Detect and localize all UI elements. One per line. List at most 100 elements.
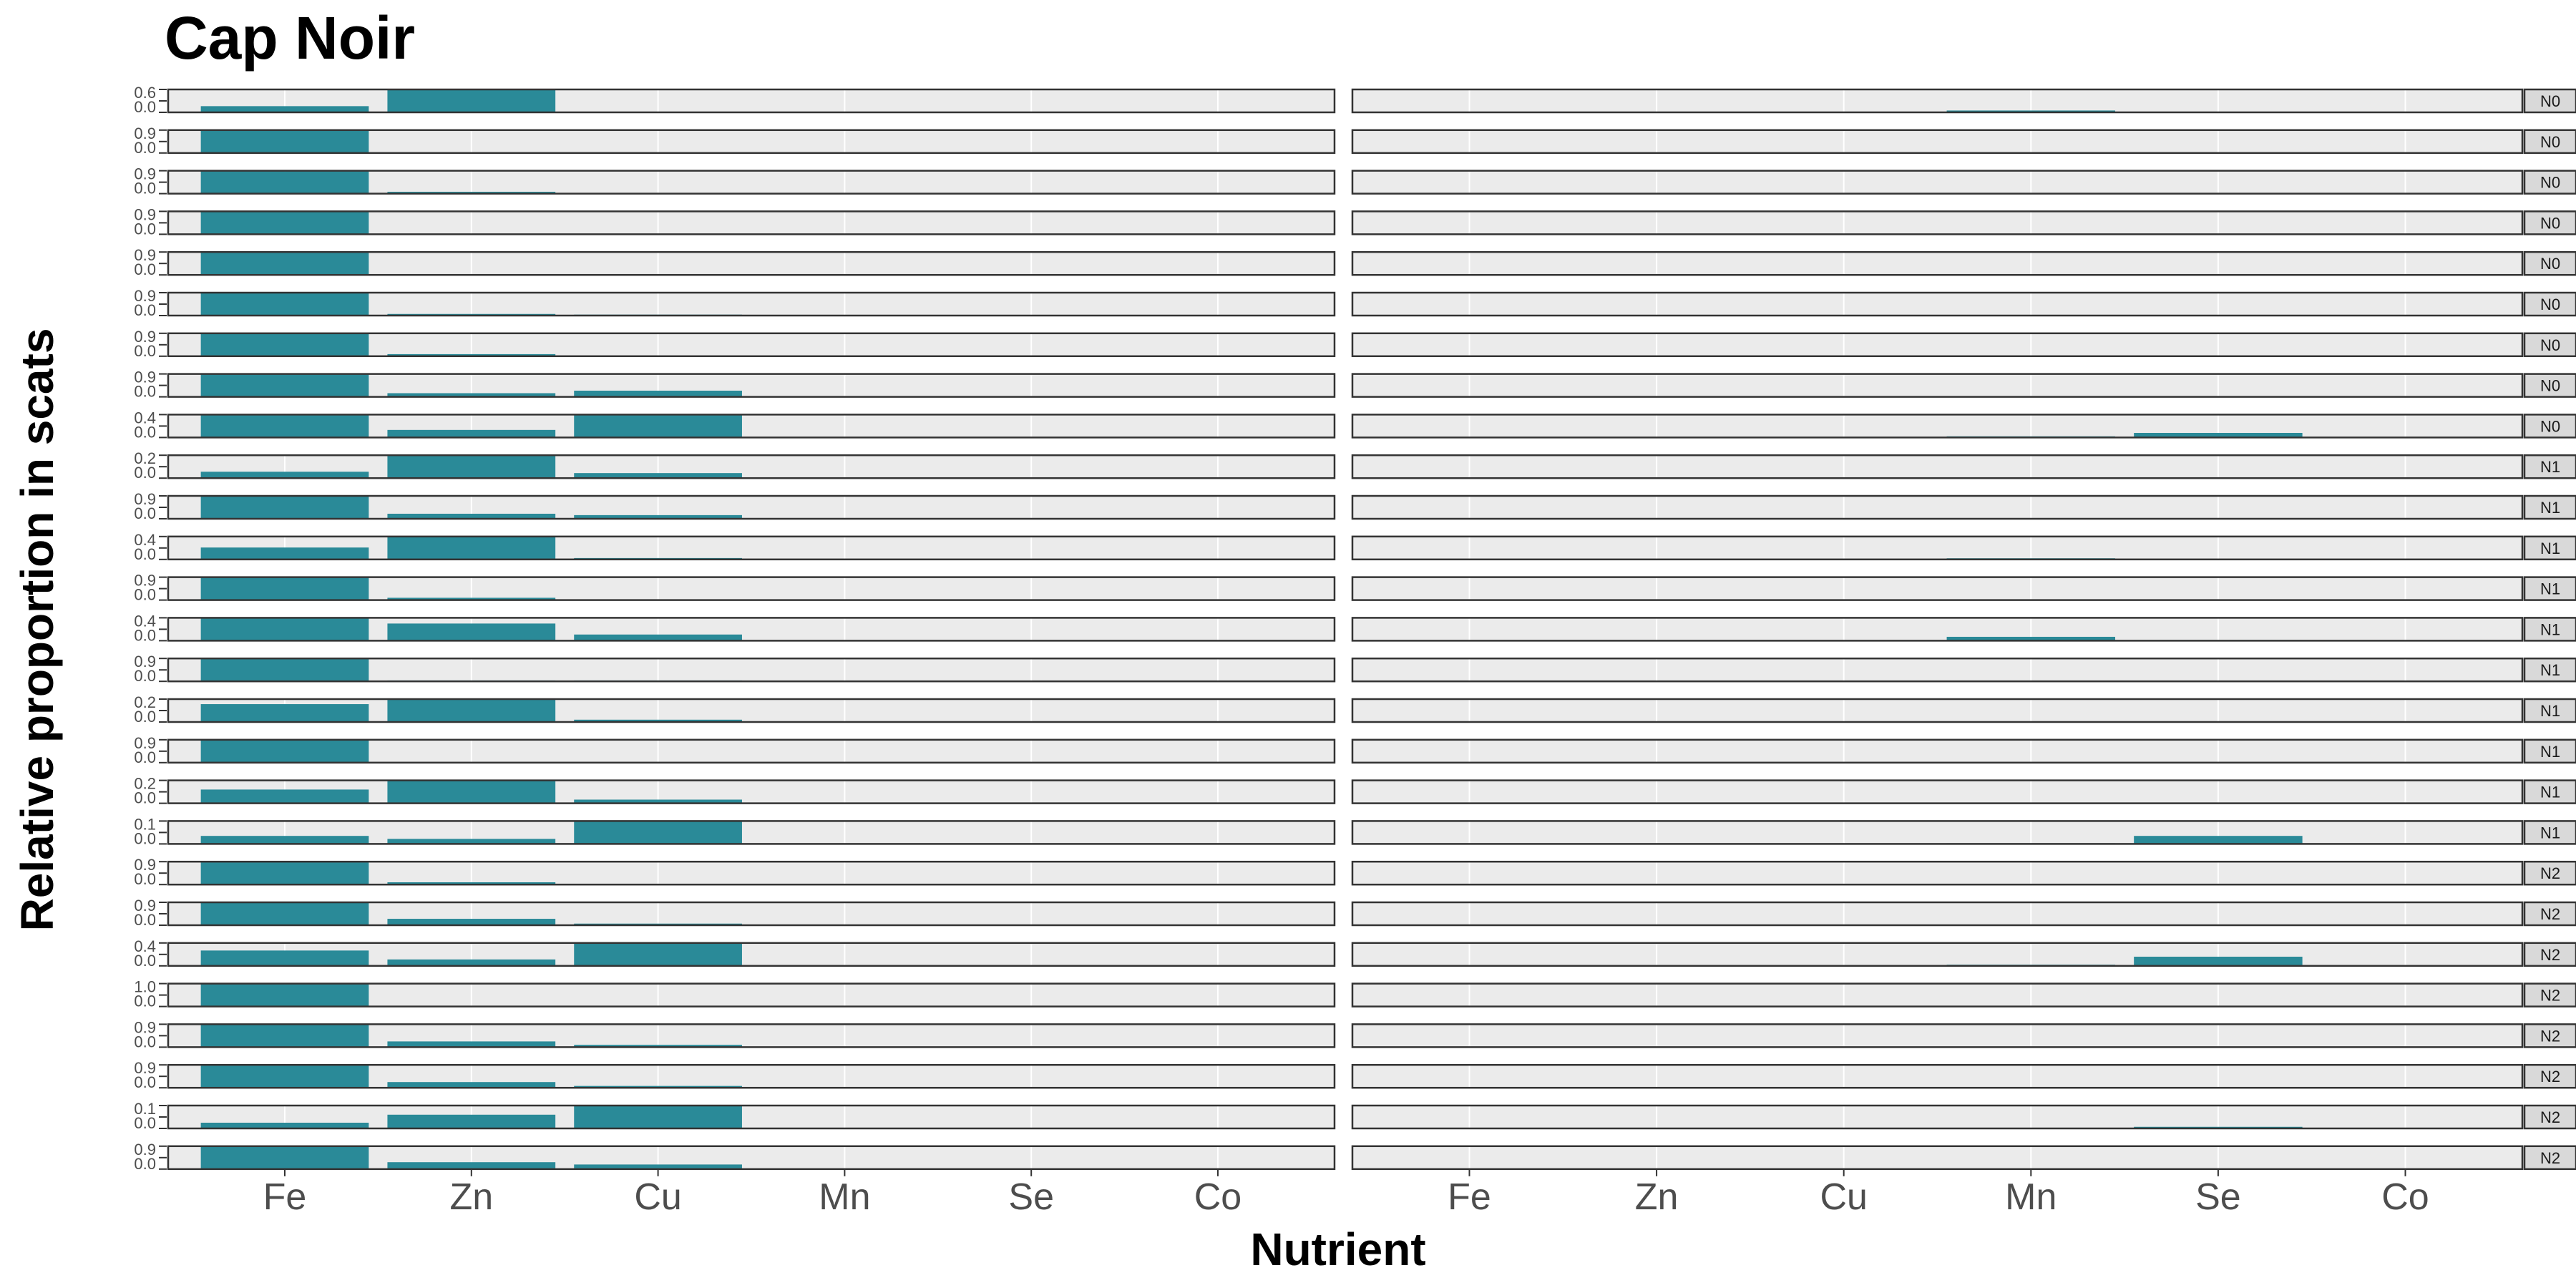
x-tick-label-co: Co	[1194, 1176, 1241, 1218]
bar-fe	[200, 293, 369, 316]
y-tick-label: 0.1	[134, 1100, 156, 1118]
y-tick-label: 0.9	[134, 205, 156, 223]
bar-fe	[200, 704, 369, 722]
bar-fe	[200, 618, 369, 641]
x-tick-label-zn: Zn	[449, 1176, 493, 1218]
y-tick-label: 0.9	[134, 856, 156, 874]
facet-strip-label: N1	[2540, 661, 2560, 679]
y-tick-label: 0.0	[134, 789, 156, 807]
facet-left-row-1: 0.60.0	[134, 84, 1336, 116]
facet-strip-label: N2	[2540, 946, 2560, 964]
y-tick-label: 0.0	[134, 1114, 156, 1132]
y-tick-label: 0.0	[134, 1033, 156, 1050]
bar-cu	[574, 943, 742, 966]
facet-right-row-12: N1	[1351, 535, 2576, 561]
facet-right-row-14: N1	[1351, 617, 2576, 642]
facet-strip-label: N1	[2540, 824, 2560, 841]
facet-strip-label: N0	[2540, 255, 2560, 273]
facet-right-row-8: N0	[1351, 373, 2576, 398]
facet-strip-label: N0	[2540, 336, 2560, 354]
bar-cu	[574, 634, 742, 641]
bar-zn	[387, 597, 556, 600]
y-tick-label: 0.9	[134, 1059, 156, 1077]
panel-border	[1351, 373, 2524, 398]
facet-strip	[2523, 738, 2576, 764]
panel-border	[1351, 250, 2524, 276]
panel-border	[1351, 860, 2524, 886]
facet-strip	[2523, 901, 2576, 927]
facet-strip	[2523, 576, 2576, 601]
facet-right-row-17: N1	[1351, 738, 2576, 764]
facet-strip	[2523, 698, 2576, 723]
facet-right-row-6: N0	[1351, 291, 2576, 317]
panel-border	[167, 454, 1336, 479]
x-tick-label-co: Co	[2381, 1176, 2429, 1218]
facet-left-row-6: 0.90.0	[134, 287, 1336, 319]
facet-left-row-3: 0.90.0	[134, 165, 1336, 197]
x-tick-label-se: Se	[2195, 1176, 2241, 1218]
panel-background	[1352, 658, 2522, 682]
panel-border	[167, 738, 1336, 764]
panel-border	[167, 414, 1336, 439]
panel-background	[1352, 699, 2522, 722]
panel-border	[1351, 901, 2524, 927]
panel-border	[1351, 1145, 2524, 1171]
panel-background	[1352, 983, 2522, 1007]
y-tick-label: 0.0	[134, 180, 156, 197]
y-tick-label: 0.9	[134, 1141, 156, 1158]
facet-right-row-13: N1	[1351, 576, 2576, 601]
facet-strip-label: N0	[2540, 214, 2560, 232]
facet-left-row-16: 0.20.0	[134, 693, 1336, 726]
y-tick-label: 0.0	[134, 1073, 156, 1091]
x-axis-label: Nutrient	[1250, 1224, 1425, 1275]
y-tick-label: 0.0	[134, 220, 156, 238]
facet-left-row-10: 0.20.0	[134, 449, 1336, 482]
facet-left-row-14: 0.40.0	[134, 612, 1336, 644]
y-tick-label: 0.0	[134, 301, 156, 319]
y-tick-label: 0.9	[134, 490, 156, 508]
bar-zn	[387, 1114, 556, 1128]
facet-left-row-12: 0.40.0	[134, 531, 1336, 563]
y-tick-label: 0.0	[134, 992, 156, 1010]
y-tick-label: 0.0	[134, 708, 156, 726]
bar-cu	[574, 473, 742, 479]
y-tick-label: 0.0	[134, 626, 156, 644]
panel-border	[167, 1023, 1336, 1048]
bar-fe	[200, 789, 369, 804]
facet-left-row-25: 0.90.0	[134, 1059, 1336, 1091]
y-tick-label: 0.9	[134, 369, 156, 386]
facet-left-row-15: 0.90.0	[134, 653, 1336, 685]
y-tick-label: 0.0	[134, 748, 156, 766]
facet-right-row-18: N1	[1351, 779, 2576, 804]
panel-border	[1351, 291, 2524, 317]
panel-background	[1352, 780, 2522, 804]
y-tick-label: 0.9	[134, 125, 156, 142]
bar-fe	[200, 659, 369, 682]
facet-strip	[2523, 779, 2576, 804]
facet-strip-label: N0	[2540, 377, 2560, 395]
facet-left-row-19: 0.10.0	[134, 815, 1336, 847]
panel-background	[1352, 862, 2522, 885]
facet-strip-label: N0	[2540, 92, 2560, 110]
y-tick-label: 0.0	[134, 423, 156, 441]
panel-background	[1352, 170, 2522, 194]
facet-strip	[2523, 1104, 2576, 1130]
facet-strip	[2523, 210, 2576, 235]
y-tick-label: 0.0	[134, 139, 156, 157]
panel-border	[167, 657, 1336, 683]
panel-border	[1351, 494, 2524, 520]
facet-strip	[2523, 820, 2576, 845]
facet-right-row-15: N1	[1351, 657, 2576, 683]
y-tick-label: 0.0	[134, 545, 156, 563]
facet-right-row-7: N0	[1351, 332, 2576, 358]
panel-border	[1351, 332, 2524, 358]
facet-right-row-26: N2	[1351, 1104, 2576, 1130]
facet-strip-label: N1	[2540, 784, 2560, 801]
bar-fe	[200, 106, 369, 112]
panel-background	[1352, 577, 2522, 600]
y-tick-label: 0.9	[134, 653, 156, 670]
panel-border	[1351, 1063, 2524, 1089]
bar-mn	[1946, 636, 2116, 641]
panel-background	[1352, 902, 2522, 925]
